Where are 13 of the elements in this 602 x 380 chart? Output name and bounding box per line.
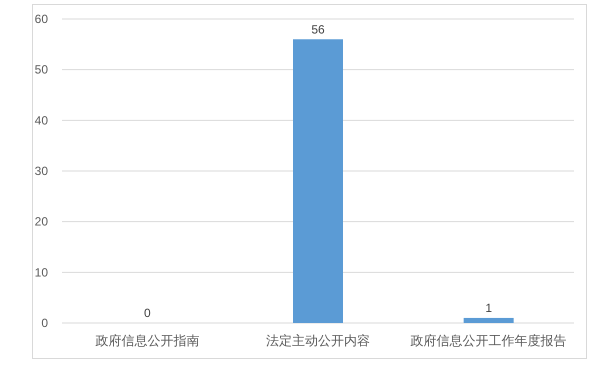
data-label: 1 bbox=[485, 300, 492, 315]
x-tick-label: 政府信息公开指南 bbox=[95, 333, 200, 348]
y-tick-label: 60 bbox=[34, 12, 48, 26]
y-tick-label: 40 bbox=[34, 113, 48, 128]
data-label: 56 bbox=[311, 22, 325, 36]
y-tick-label: 30 bbox=[34, 164, 48, 178]
data-label: 0 bbox=[144, 306, 151, 320]
x-tick-label: 政府信息公开工作年度报告 bbox=[410, 333, 567, 348]
x-tick-label: 法定主动公开内容 bbox=[266, 333, 370, 348]
y-tick-label: 10 bbox=[34, 265, 48, 280]
y-tick-label: 0 bbox=[41, 316, 48, 330]
y-tick-label: 20 bbox=[34, 214, 48, 229]
y-tick-label: 50 bbox=[34, 62, 48, 77]
